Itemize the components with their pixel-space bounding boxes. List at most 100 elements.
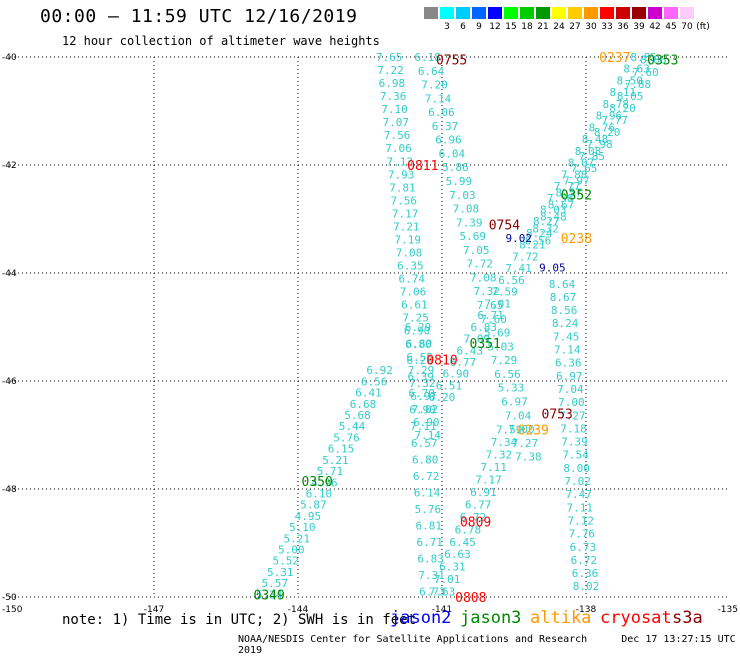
wave-height-value: 6.72 bbox=[413, 470, 440, 483]
legend-swatch bbox=[647, 6, 663, 20]
satellite-jason3: jason3 bbox=[460, 608, 522, 628]
wave-height-value: 7.05 bbox=[463, 244, 490, 257]
wave-height-value: 6.80 bbox=[412, 453, 439, 466]
wave-height-value: 7.60 bbox=[632, 66, 659, 79]
wave-height-value: 7.32 bbox=[486, 449, 513, 462]
wave-height-value: 6.71 bbox=[416, 536, 443, 549]
wave-height-value: 7.10 bbox=[381, 103, 408, 116]
wave-height-value: 7.98 bbox=[586, 138, 613, 151]
legend-swatch bbox=[471, 6, 487, 20]
wave-height-value: 5.68 bbox=[344, 409, 371, 422]
legend-label: 36 bbox=[617, 22, 629, 32]
footer-org: NOAA/NESDIS Center for Satellite Applica… bbox=[238, 634, 588, 645]
wave-height-value: 7.56 bbox=[384, 129, 411, 142]
wave-height-value: 8.32 bbox=[532, 223, 559, 236]
wave-height-value: 7.56 bbox=[391, 194, 418, 207]
wave-height-value: 6.61 bbox=[401, 299, 428, 312]
wave-height-value: 6.80 bbox=[405, 338, 432, 351]
wave-height-value: 6.90 bbox=[443, 368, 470, 381]
legend-label: 3 bbox=[444, 22, 450, 32]
wave-height-value: 6.97 bbox=[410, 390, 437, 403]
wave-height-value: 5.87 bbox=[300, 499, 327, 512]
satellite-jason2: jason2 bbox=[390, 608, 452, 628]
wave-height-value: 6.72 bbox=[460, 511, 487, 524]
wave-height-value: 8.56 bbox=[551, 304, 578, 317]
wave-height-value: 7.22 bbox=[377, 64, 404, 77]
wave-height-value: 6.36 bbox=[572, 567, 599, 580]
wave-height-value: 7.65 bbox=[477, 299, 504, 312]
pass-time-label: 0810 bbox=[426, 353, 457, 368]
footer-credit: NOAA/NESDIS Center for Satellite Applica… bbox=[238, 634, 740, 656]
y-axis-label: -42 bbox=[2, 161, 17, 171]
wave-height-value: 6.90 bbox=[409, 404, 436, 417]
wave-height-value: 6.78 bbox=[455, 523, 482, 536]
wave-height-value: 5.10 bbox=[289, 521, 316, 534]
wave-height-value: 6.35 bbox=[397, 260, 424, 273]
wave-height-value: 7.06 bbox=[400, 286, 427, 299]
legend-swatch bbox=[615, 6, 631, 20]
wave-height-value: 8.57 bbox=[555, 186, 582, 199]
x-axis-label: -144 bbox=[288, 605, 309, 615]
wave-height-value: 6.96 bbox=[435, 134, 462, 147]
legend-swatch bbox=[519, 6, 535, 20]
wave-height-value: 8.67 bbox=[550, 291, 577, 304]
wave-height-value: 7.39 bbox=[456, 216, 483, 229]
wave-height-value: 6.90 bbox=[404, 325, 431, 338]
wave-height-value: 7.21 bbox=[393, 220, 420, 233]
wave-height-value: 7.88 bbox=[625, 78, 652, 91]
legend-label: 70 bbox=[681, 22, 693, 32]
wave-height-value: 5.21 bbox=[322, 454, 349, 467]
wave-height-value: 7.63 bbox=[429, 586, 456, 599]
wave-height-value: 7.14 bbox=[554, 344, 581, 357]
pass-time-label: 0755 bbox=[436, 54, 467, 69]
wave-height-value: 6.14 bbox=[414, 486, 441, 499]
wave-height-value: 7.85 bbox=[579, 150, 606, 163]
wave-height-value: 5.44 bbox=[339, 420, 366, 433]
wave-height-value: 7.11 bbox=[480, 461, 507, 474]
wave-height-value: 6.55 bbox=[406, 351, 433, 364]
wave-height-value: 5.99 bbox=[446, 175, 473, 188]
wave-height-value: 5.86 bbox=[442, 161, 469, 174]
legend-swatch bbox=[439, 6, 455, 20]
legend-swatch bbox=[535, 6, 551, 20]
wave-height-value: 7.29 bbox=[491, 354, 518, 367]
pass-time-label: 0754 bbox=[489, 218, 520, 233]
legend-swatch bbox=[695, 6, 711, 20]
wave-height-value: 6.20 bbox=[429, 391, 456, 404]
wave-height-value: 8.24 bbox=[526, 227, 553, 240]
wave-height-value: 6.71 bbox=[477, 309, 504, 322]
wave-height-value: 8.50 bbox=[616, 74, 643, 87]
wave-height-value: 7.88 bbox=[561, 168, 588, 181]
pass-time-label: 0808 bbox=[455, 591, 486, 606]
wave-height-value: 6.98 bbox=[379, 77, 406, 90]
wave-height-value: 7.00 bbox=[558, 396, 585, 409]
wave-height-value: 8.02 bbox=[573, 580, 600, 593]
y-axis-label: -50 bbox=[2, 593, 17, 603]
wave-height-value: 5.76 bbox=[333, 431, 360, 444]
wave-height-value: 7.29 bbox=[408, 364, 435, 377]
wave-height-value: 8.27 bbox=[533, 215, 560, 228]
legend-swatch bbox=[567, 6, 583, 20]
wave-height-value: 6.73 bbox=[419, 586, 446, 599]
pass-time-label: 0352 bbox=[561, 189, 592, 204]
wave-height-value: 7.65 bbox=[571, 162, 598, 175]
wave-height-value: 6.56 bbox=[498, 274, 525, 287]
wave-height-value: 6.51 bbox=[436, 379, 463, 392]
wave-height-value: 8.85 bbox=[630, 51, 657, 64]
wave-height-value: 6.04 bbox=[439, 147, 466, 160]
wave-height-value: 7.27 bbox=[559, 409, 586, 422]
x-axis-label: -147 bbox=[144, 605, 164, 615]
satellite-s3a: s3a bbox=[672, 608, 703, 628]
wave-height-value: 7.06 bbox=[385, 142, 412, 155]
y-axis-label: -48 bbox=[2, 485, 17, 495]
wave-height-value: 8.78 bbox=[603, 98, 630, 111]
legend-swatch bbox=[583, 6, 599, 20]
wave-height-value: 6.68 bbox=[350, 398, 377, 411]
color-legend bbox=[423, 6, 711, 20]
wave-height-value: 8.96 bbox=[596, 110, 623, 123]
wave-height-value: 7.11 bbox=[410, 420, 437, 433]
wave-height-value: 7.17 bbox=[392, 207, 419, 220]
pass-time-label: 0350 bbox=[302, 475, 333, 490]
wave-height-value: 6.90 bbox=[413, 416, 440, 429]
wave-height-value: 6.81 bbox=[416, 519, 443, 532]
